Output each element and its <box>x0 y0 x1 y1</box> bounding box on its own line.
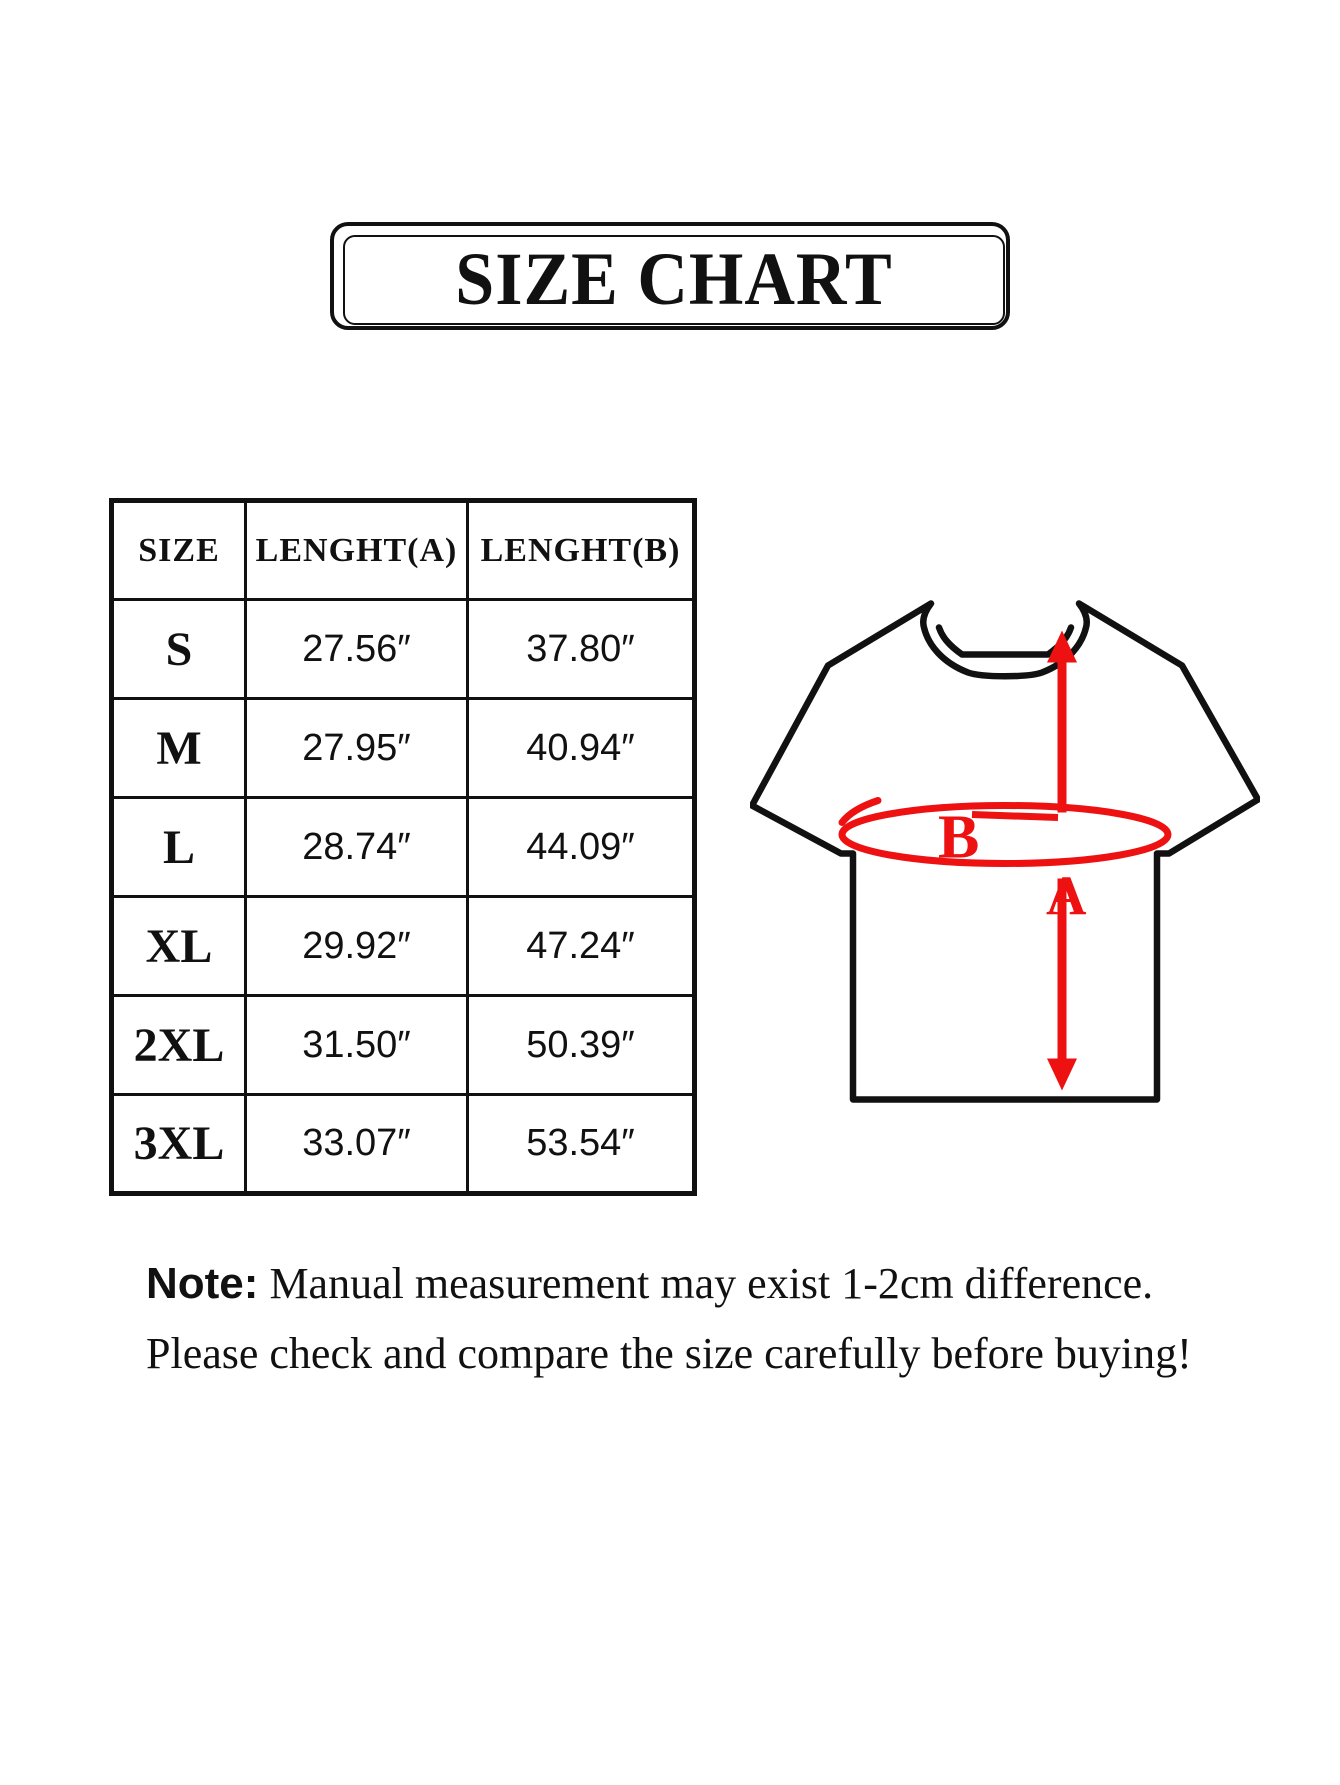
svg-text:A: A <box>1046 866 1087 928</box>
svg-text:B: B <box>938 804 979 872</box>
